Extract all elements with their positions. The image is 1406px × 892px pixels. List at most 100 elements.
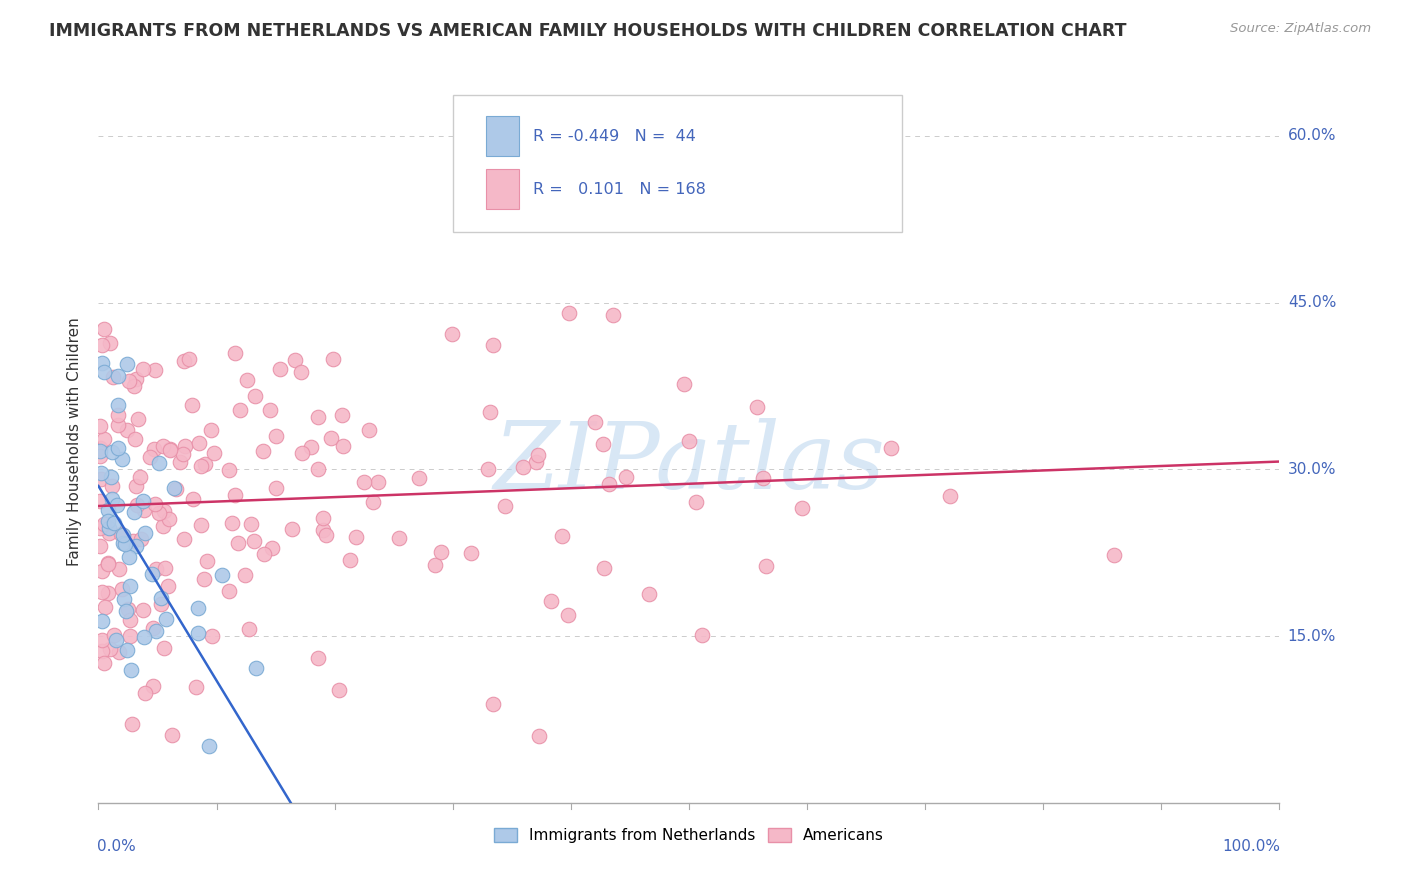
- Point: [321, 431, 343, 445]
- Point: [90, 614, 112, 628]
- Point: [132, 602, 155, 616]
- Text: IMMIGRANTS FROM NETHERLANDS VS AMERICAN FAMILY HOUSEHOLDS WITH CHILDREN CORRELAT: IMMIGRANTS FROM NETHERLANDS VS AMERICAN …: [49, 22, 1126, 40]
- Point: [98, 525, 121, 540]
- Point: [124, 432, 146, 446]
- Point: [408, 471, 430, 485]
- Point: [142, 679, 165, 693]
- Point: [89, 494, 111, 508]
- Point: [89, 441, 111, 455]
- Point: [118, 613, 141, 627]
- Point: [90, 466, 112, 480]
- Point: [93, 365, 115, 379]
- Point: [290, 365, 312, 379]
- Point: [122, 505, 145, 519]
- Point: [94, 600, 117, 615]
- Point: [194, 457, 217, 471]
- Point: [233, 568, 256, 582]
- Point: [190, 459, 212, 474]
- Text: 30.0%: 30.0%: [1288, 462, 1336, 477]
- Point: [89, 520, 111, 534]
- Bar: [486, 116, 519, 156]
- Point: [685, 495, 707, 509]
- Point: [614, 469, 637, 483]
- Point: [90, 633, 112, 648]
- Point: [281, 522, 304, 536]
- Point: [218, 583, 240, 598]
- Text: 45.0%: 45.0%: [1288, 295, 1336, 310]
- Point: [193, 572, 215, 586]
- Point: [141, 567, 163, 582]
- Point: [187, 601, 209, 615]
- Point: [880, 442, 903, 456]
- Point: [526, 448, 548, 462]
- Point: [179, 351, 201, 366]
- Point: [98, 521, 121, 535]
- Point: [125, 540, 148, 554]
- Point: [198, 739, 221, 753]
- Point: [160, 728, 183, 742]
- Point: [150, 598, 173, 612]
- Point: [143, 442, 166, 456]
- Point: [236, 373, 259, 387]
- Point: [89, 444, 111, 458]
- Point: [264, 429, 287, 443]
- Point: [184, 680, 207, 694]
- Point: [93, 657, 115, 671]
- Point: [97, 556, 120, 570]
- Point: [132, 503, 155, 517]
- Y-axis label: Family Households with Children: Family Households with Children: [67, 318, 83, 566]
- Point: [90, 585, 112, 599]
- Point: [145, 624, 167, 639]
- Point: [253, 547, 276, 561]
- Point: [598, 477, 620, 491]
- Point: [134, 525, 156, 540]
- Point: [111, 582, 134, 597]
- Point: [101, 491, 124, 506]
- Point: [332, 439, 354, 453]
- Point: [90, 356, 112, 370]
- Point: [89, 539, 111, 553]
- Point: [672, 377, 695, 392]
- Point: [105, 498, 128, 512]
- Point: [583, 415, 606, 429]
- Point: [291, 446, 314, 460]
- Point: [259, 403, 281, 417]
- Point: [330, 409, 353, 423]
- Point: [440, 326, 463, 341]
- Point: [481, 697, 503, 711]
- Point: [107, 442, 129, 456]
- Point: [243, 533, 266, 548]
- Point: [143, 362, 166, 376]
- Point: [460, 546, 482, 560]
- Point: [172, 447, 194, 461]
- Point: [173, 353, 195, 368]
- Point: [755, 558, 778, 573]
- Point: [93, 516, 115, 531]
- Point: [115, 643, 138, 657]
- Point: [307, 409, 329, 424]
- Point: [477, 461, 499, 475]
- Point: [238, 623, 260, 637]
- Point: [195, 554, 218, 568]
- Point: [201, 629, 224, 643]
- Point: [118, 629, 141, 643]
- Point: [558, 306, 581, 320]
- Point: [107, 398, 129, 412]
- Point: [125, 372, 148, 386]
- Point: [388, 531, 411, 545]
- Point: [264, 482, 287, 496]
- Point: [226, 535, 249, 549]
- Point: [252, 444, 274, 458]
- Point: [112, 528, 135, 542]
- Point: [180, 398, 202, 412]
- Point: [148, 506, 170, 520]
- Point: [322, 351, 344, 366]
- Point: [118, 549, 141, 564]
- Point: [117, 601, 139, 615]
- Point: [120, 578, 142, 592]
- Point: [155, 560, 177, 574]
- Point: [103, 627, 125, 641]
- Point: [344, 530, 367, 544]
- Point: [752, 470, 775, 484]
- Point: [122, 378, 145, 392]
